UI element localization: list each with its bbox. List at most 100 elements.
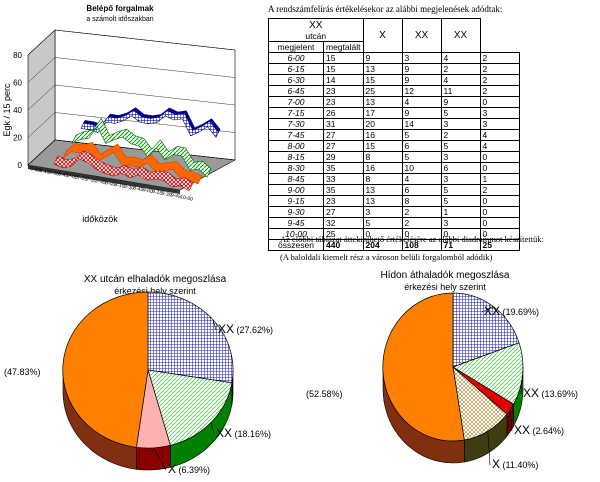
x-tick-label: 6-45 [58,171,69,179]
slice-pct: (2.64%) [530,426,564,436]
pie1-chart: XX (27.62%)XX (18.16%)X (6.39%)(47.83%) [4,291,273,476]
x-tick-label: 7-45 [95,178,106,186]
pie-leader-line [520,374,523,395]
header-utcan: utcán [305,31,327,41]
gridline [27,29,56,56]
x-tick-label: 7-00 [67,173,78,181]
row-value: 13 [362,63,403,75]
slice-name: XX [514,423,530,437]
row-value: 2 [440,63,481,75]
row-value: 2 [440,129,481,141]
ribbon-3 [62,142,203,185]
table-row: 6-30 14 15 9 4 2 [268,74,520,86]
chart3d-title: Belépő forgalmak [86,4,154,13]
row-value: 3 [479,107,520,119]
gridline [54,57,236,78]
row-value: 0 [479,217,520,229]
table-row: 8-15 29 8 5 3 0 [268,151,520,163]
row-value: 9 [401,107,442,119]
chart3d-ribbons [53,107,221,192]
header-megjelent: megjelent [268,41,324,53]
slice-name: XX [218,322,234,336]
row-value: 0 [479,151,520,163]
slice-pct: (11.40%) [500,460,538,470]
row-value: 15 [323,63,364,75]
ribbon-4 [53,150,194,192]
total-value: 204 [362,239,403,251]
chart3d-x-ticks: 6-006-156-306-457-007-157-307-458-008-15… [30,166,194,203]
x-tick-label: 8-30 [123,184,134,192]
chart3d-gridlines [27,29,236,166]
pie2-subtitle: érkezési hely szerint [404,282,486,292]
header-xx: XX [309,20,323,31]
table-row: 8-45 33 8 4 3 1 [268,173,520,185]
row-value: 4 [401,173,442,185]
row-label: 9-00 [268,184,324,196]
row-value: 27 [323,206,364,218]
row-value: 5 [362,217,403,229]
row-value: 27 [323,129,364,141]
row-value: 3 [440,173,481,185]
slice-name: X [492,457,500,471]
total-label: összesen [268,239,324,251]
row-value: 13 [362,195,403,207]
pie-tops [62,291,234,449]
row-value: 15 [362,140,403,152]
x-tick-label: 7-30 [86,177,97,185]
row-value: 11 [440,85,481,97]
row-value: 5 [401,151,442,163]
gridline [27,84,56,111]
row-value: 17 [362,107,403,119]
row-value: 3 [440,118,481,130]
pie2-title: Hídon áthaladók megoszlása [380,270,510,281]
row-value: 5 [440,195,481,207]
table-row: 8-30 35 16 10 6 0 [268,162,520,174]
y-tick-label: 40 [13,106,22,115]
row-value: 3 [479,118,520,130]
pie-slice [147,291,234,384]
row-label: 7-15 [268,107,324,119]
pie2-chart: XX (19.69%)XX (13.69%)XX (2.64%)X (11.40… [306,292,578,471]
ribbon-2 [71,117,212,178]
pie-slice [147,369,233,446]
row-value: 13 [362,96,403,108]
slice-pct: (19.69%) [500,307,539,317]
row-value: 4 [479,129,520,141]
row-value: 14 [401,118,442,130]
row-value: 0 [479,206,520,218]
row-value: 4 [479,140,520,152]
slice-pct: (18.16%) [232,429,271,439]
row-value: 32 [323,217,364,229]
row-value: 2 [401,206,442,218]
row-label: 9-30 [268,206,324,218]
row-value: 1 [479,173,520,185]
y-tick-label: 0 [18,161,23,170]
total-value: 25 [479,239,520,251]
pie-slice-label: XX (18.16%) [216,426,271,440]
slice-name: XX [216,426,232,440]
row-label: 7-00 [268,96,324,108]
row-label: 8-30 [268,162,324,174]
row-value: 1 [440,206,481,218]
slice-name: XX [523,386,539,400]
row-value: 2 [479,85,520,97]
chart3d-y-ticks: 0 20 40 60 80 [13,51,22,170]
x-tick-label: 8-45 [133,185,144,193]
row-value: 25 [362,85,403,97]
table-row: 9-45 32 5 2 3 0 [268,217,520,229]
row-value: 9 [440,96,481,108]
row-value: 16 [362,162,403,174]
row-value: 0 [479,162,520,174]
pie1-title: XX utcán elhaladók megoszlása [83,274,227,285]
row-value: 8 [401,195,442,207]
row-value: 9 [362,52,403,64]
x-tick-label: 6-00 [30,166,41,174]
row-value: 35 [323,184,364,196]
table-row: 6-00 15 9 3 4 2 [268,52,520,64]
slice-pct: (27.62%) [234,325,273,335]
table-row: 7-15 26 17 9 5 3 [268,107,520,119]
slice-name: X [168,462,176,476]
row-label: 9-45 [268,217,324,229]
row-value: 2 [401,217,442,229]
row-value: 5 [440,140,481,152]
